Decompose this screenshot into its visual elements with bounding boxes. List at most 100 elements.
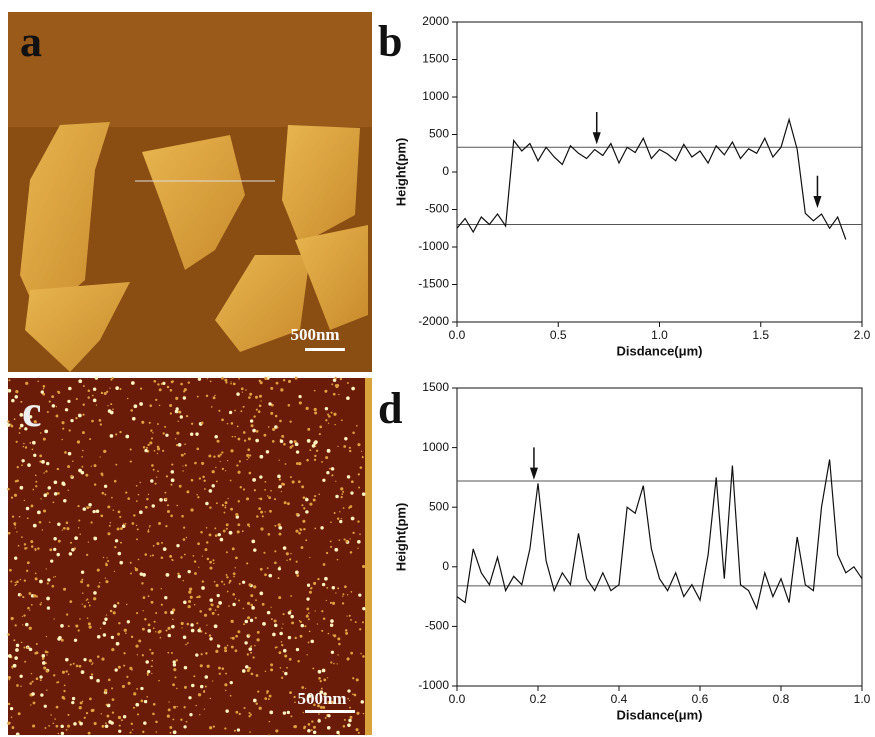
- afm-particle: [17, 466, 19, 468]
- afm-particle: [88, 389, 91, 392]
- afm-particle: [113, 611, 116, 614]
- afm-particle: [182, 465, 183, 466]
- afm-particle: [268, 426, 270, 428]
- afm-particle: [220, 454, 222, 456]
- afm-particle: [282, 483, 285, 486]
- afm-particle: [87, 584, 90, 587]
- afm-particle: [19, 675, 22, 678]
- afm-particle: [183, 390, 185, 392]
- afm-particle: [245, 389, 247, 391]
- scale-bar: [305, 710, 355, 713]
- afm-particle: [268, 533, 271, 536]
- afm-particle: [27, 463, 31, 467]
- afm-particle: [145, 660, 149, 664]
- afm-particle: [250, 419, 253, 422]
- afm-particle: [78, 520, 80, 522]
- afm-particle: [119, 388, 121, 390]
- afm-particle: [259, 455, 263, 459]
- afm-particle: [72, 460, 73, 461]
- afm-particle: [139, 402, 143, 406]
- afm-particle: [303, 712, 304, 713]
- afm-particle: [62, 529, 63, 530]
- afm-particle: [344, 719, 346, 721]
- afm-particle: [183, 538, 186, 541]
- afm-particle: [189, 713, 192, 716]
- afm-particle: [340, 487, 343, 490]
- afm-particle: [101, 492, 104, 495]
- afm-particle: [79, 618, 81, 620]
- afm-particle: [243, 406, 245, 408]
- afm-particle: [187, 605, 190, 608]
- afm-particle: [107, 532, 110, 535]
- afm-particle: [83, 385, 85, 387]
- afm-particle: [254, 489, 256, 491]
- afm-particle: [32, 441, 36, 445]
- afm-particle: [219, 673, 221, 675]
- afm-particle: [241, 387, 244, 390]
- afm-particle: [117, 602, 119, 604]
- afm-particle: [44, 705, 47, 708]
- afm-particle: [323, 678, 326, 681]
- afm-particle: [148, 595, 150, 597]
- afm-particle: [326, 471, 329, 474]
- afm-particle: [191, 423, 193, 425]
- afm-particle: [37, 547, 39, 549]
- afm-particle: [216, 584, 219, 587]
- afm-particle: [142, 610, 143, 611]
- afm-particle: [104, 689, 107, 692]
- afm-particle: [247, 602, 250, 605]
- afm-particle: [91, 709, 94, 712]
- afm-particle: [289, 658, 292, 661]
- afm-particle: [277, 427, 279, 429]
- afm-particle: [256, 638, 259, 641]
- afm-particle: [255, 599, 257, 601]
- afm-particle: [337, 637, 340, 640]
- afm-particle: [47, 606, 50, 609]
- afm-particle: [356, 712, 359, 715]
- afm-particle: [31, 673, 32, 674]
- afm-particle: [195, 705, 197, 707]
- afm-particle: [148, 529, 149, 530]
- afm-particle: [362, 492, 366, 496]
- afm-particle: [141, 582, 143, 584]
- afm-particle: [307, 428, 310, 431]
- afm-particle: [214, 527, 216, 529]
- afm-particle: [220, 461, 221, 462]
- afm-particle: [43, 493, 47, 497]
- afm-particle: [106, 704, 108, 706]
- afm-particle: [335, 385, 338, 388]
- afm-particle: [57, 391, 59, 393]
- afm-particle: [65, 408, 68, 411]
- afm-particle: [227, 460, 228, 461]
- afm-particle: [184, 686, 187, 689]
- x-tick-label: 1.5: [752, 328, 769, 342]
- afm-particle: [319, 433, 321, 435]
- afm-particle: [51, 395, 54, 398]
- afm-particle: [248, 457, 250, 459]
- afm-particle: [270, 663, 273, 666]
- afm-particle: [79, 665, 82, 668]
- afm-particle: [234, 436, 236, 438]
- afm-particle: [296, 513, 299, 516]
- afm-particle: [156, 476, 157, 477]
- afm-particle: [225, 690, 226, 691]
- afm-particle: [8, 654, 12, 658]
- afm-particle: [93, 591, 97, 595]
- afm-particle: [343, 538, 345, 540]
- afm-particle: [106, 715, 109, 718]
- afm-particle: [108, 720, 112, 724]
- afm-particle: [139, 482, 140, 483]
- afm-particle: [147, 629, 151, 633]
- afm-particle: [114, 480, 117, 483]
- afm-particle: [105, 577, 106, 578]
- afm-particle: [250, 604, 253, 607]
- afm-particle: [150, 430, 152, 432]
- afm-particle: [322, 479, 325, 482]
- afm-particle: [101, 658, 104, 661]
- afm-particle: [210, 381, 212, 383]
- afm-particle: [321, 610, 323, 612]
- afm-particle: [314, 455, 316, 457]
- afm-particle: [93, 597, 96, 600]
- afm-particle: [62, 428, 64, 430]
- afm-particle: [20, 594, 22, 596]
